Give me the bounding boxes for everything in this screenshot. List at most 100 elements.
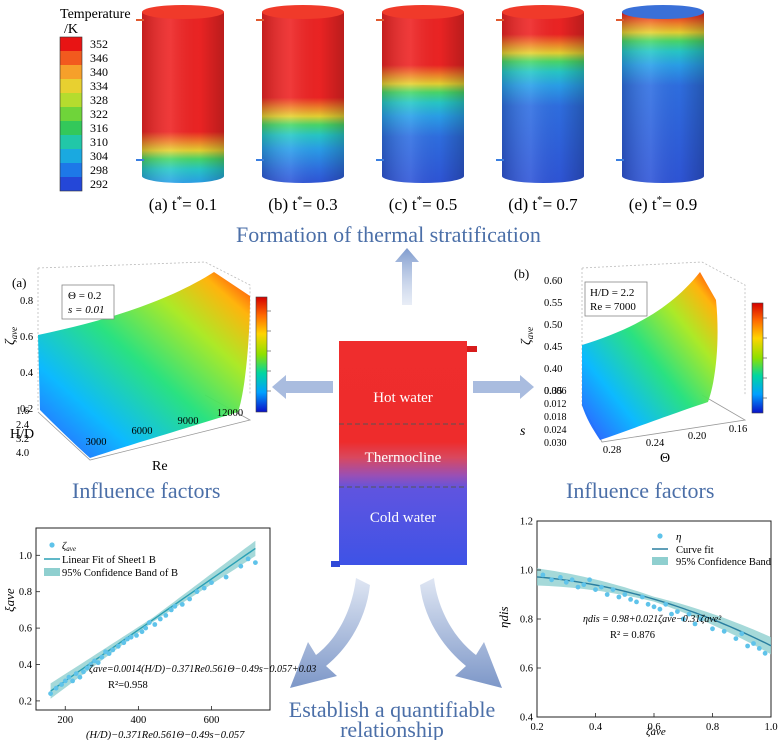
fit-left-axes: [35, 527, 271, 711]
y-tick-label: 0.8: [520, 615, 533, 626]
x-tick-label: 400: [131, 715, 147, 726]
axis-tick-label: 9000: [178, 416, 199, 427]
arrow-up-icon: [395, 248, 419, 305]
data-point: [604, 592, 610, 597]
axis-tick-label: 0.030: [544, 438, 567, 449]
axis-tick-label: 0.24: [646, 438, 665, 449]
tank: (c) t*= 0.5: [376, 5, 464, 214]
x-tick-label: 0.6: [647, 722, 660, 733]
surface-b-colorbar: [751, 302, 764, 414]
data-point: [581, 582, 587, 588]
tank-top: [262, 5, 344, 19]
data-point: [721, 628, 727, 634]
surface-a-re-label: Re: [152, 459, 168, 474]
panel-label-a: (a): [12, 275, 26, 290]
surface-a-colorbar-ticks: [267, 310, 271, 392]
data-point: [110, 647, 116, 653]
fit-left-legend-band-icon: [44, 568, 60, 576]
colorbar-title-line2: /K: [64, 22, 78, 37]
tank-label: (a) t*= 0.1: [149, 194, 217, 214]
data-point: [92, 658, 97, 664]
center-tank-body: [339, 341, 467, 565]
axis-tick-label: 0.4: [20, 368, 34, 379]
surface-b-box: [584, 281, 648, 317]
colorbar-swatch: [60, 149, 82, 163]
axis-tick-label: 3.2: [16, 434, 29, 445]
surface-plot-a: (a) Θ = 0.2 s = 0.01 0.8 0.6 0.4 0.2 ζave 1…: [3, 261, 271, 503]
fit-line: [50, 547, 256, 692]
axis-tick-label: 0.20: [688, 431, 706, 442]
colorbar-outline: [59, 36, 83, 192]
fit-right-legend-band-icon: [652, 557, 668, 565]
y-tick-label: 1.0: [19, 551, 32, 562]
fit-left-legend-points: ζave: [62, 541, 76, 553]
data-point: [163, 613, 169, 618]
data-point: [669, 611, 674, 617]
axis-tick-label: 2.4: [16, 420, 30, 431]
tank-label: (e) t*= 0.9: [629, 194, 697, 214]
data-point: [253, 560, 258, 565]
surface-plot-b: (b) H/D = 2.2 Re = 7000 0.60 0.55 0.50 0.45…: [514, 261, 767, 503]
label-thermocline: Thermocline: [365, 450, 442, 466]
data-point: [172, 603, 178, 609]
fit-right-y-ticks: 1.2 1.0 0.8 0.6 0.4: [520, 517, 541, 724]
caption-influence-right: Influence factors: [566, 478, 714, 503]
y-tick-label: 1.2: [520, 517, 533, 528]
data-point: [616, 594, 622, 600]
data-point: [675, 609, 680, 614]
y-tick-label: 0.4: [19, 660, 33, 671]
data-point: [599, 584, 604, 590]
axis-tick-label: 0.55: [544, 298, 562, 309]
fit-plot-left: 1.0 0.8 0.6 0.4 0.2 200 400 600 ζave Linear Fi…: [2, 527, 316, 741]
axis-tick-label: 0.35: [544, 386, 562, 397]
surface-b-s-label: s: [520, 424, 526, 439]
data-point: [540, 572, 546, 578]
colorbar-tick: 292: [90, 177, 108, 191]
fit-right-equation: ηdis = 0.98+0.021ζave−0.31ζave²: [583, 614, 722, 625]
fit-right-ylabel: ηdis: [496, 606, 511, 628]
label-cold-water: Cold water: [370, 510, 436, 526]
axis-tick-label: 1.6: [16, 406, 29, 417]
colorbar-tick: 346: [90, 51, 108, 65]
fit-line: [536, 576, 772, 647]
tank-shading: [262, 12, 344, 183]
tank-shading: [502, 12, 584, 183]
tank-top: [622, 5, 704, 19]
axis-tick-label: 4.0: [16, 448, 29, 459]
x-tick-label: 1.0: [764, 722, 777, 733]
center-tank: Hot water Thermocline Cold water: [331, 341, 477, 567]
y-tick-label: 1.0: [520, 566, 533, 577]
axis-tick-label: 0.16: [729, 424, 747, 435]
axis-tick-label: 0.60: [544, 276, 562, 287]
surface-b-z-ticks: 0.60 0.55 0.50 0.45 0.40 0.35: [544, 276, 562, 397]
axis-tick-label: 0.50: [544, 320, 562, 331]
data-point: [639, 594, 645, 600]
fit-right-legend-line: Curve fit: [676, 545, 714, 556]
tank-shading: [382, 12, 464, 183]
fit-left-xlabel: (H/D)−0.371Re0.561Θ−0.49s−0.057: [86, 730, 245, 740]
data-point: [569, 577, 575, 583]
data-point: [187, 596, 193, 602]
data-point: [245, 556, 251, 562]
surface-a-mesh: [38, 272, 250, 458]
colorbar: [59, 36, 83, 192]
x-tick-label: 600: [204, 715, 220, 726]
fit-left-legend-band: 95% Confidence Band of B: [62, 568, 178, 579]
data-point: [99, 654, 105, 660]
colorbar-tick: 298: [90, 163, 108, 177]
caption-stratification: Formation of thermal stratification: [236, 222, 541, 247]
data-point: [223, 574, 229, 580]
colorbar-tick: 328: [90, 93, 108, 107]
fit-right-points: [540, 572, 768, 656]
data-point: [95, 660, 101, 666]
data-point: [751, 641, 756, 646]
data-point: [128, 634, 134, 640]
surface-a-z-label: ζave: [3, 327, 19, 345]
colorbar-tick: 322: [90, 107, 108, 121]
x-tick-label: 0.2: [530, 722, 543, 733]
colorbar-swatch: [60, 163, 82, 177]
data-point: [53, 685, 59, 691]
fit-right-r2: R² = 0.876: [610, 630, 655, 641]
